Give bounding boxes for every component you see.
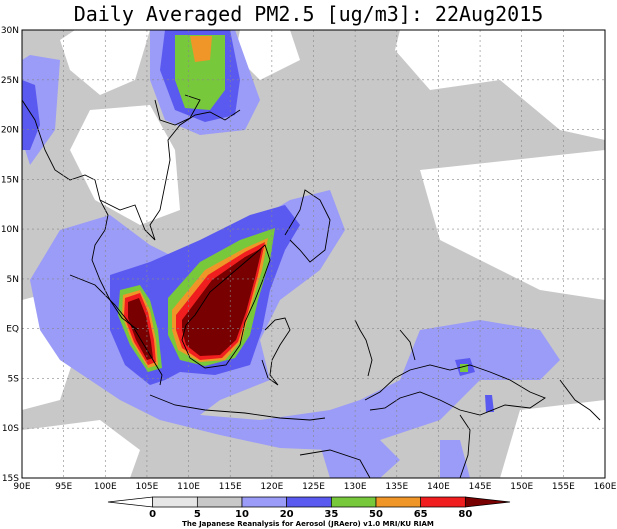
contour-20-35: [485, 395, 494, 412]
latitude-label: 10S: [2, 424, 19, 434]
longitude-label: 155E: [552, 482, 575, 492]
map-title: Daily Averaged PM2.5 [ug/m3]: 22Aug2015: [73, 2, 544, 26]
contour-35-50: [460, 364, 468, 372]
credit-line: The Japanese Reanalysis for Aerosol (JRA…: [182, 520, 434, 528]
longitude-label: 120E: [260, 482, 283, 492]
graticule: [22, 30, 605, 478]
latitude-label: 5S: [8, 374, 20, 384]
latitude-label: 25N: [1, 76, 19, 86]
contour-20-35: [22, 80, 40, 150]
latitude-label: EQ: [6, 325, 19, 335]
colorbar-swatch: [464, 496, 511, 508]
colorbar-level-label: 5: [194, 509, 201, 520]
clear-area: [70, 105, 180, 225]
colorbar-level-label: 50: [369, 509, 383, 520]
longitude-label: 135E: [385, 482, 408, 492]
latitude-label: 15S: [2, 474, 19, 484]
latitude-label: 5N: [7, 275, 19, 285]
map-frame: [21, 29, 606, 479]
latitude-label: 20N: [1, 126, 19, 136]
colorbar-swatch: [375, 496, 422, 508]
contour-10-20: [440, 440, 470, 478]
colorbar-level-label: 35: [324, 509, 338, 520]
colorbar-level-label: 20: [280, 509, 294, 520]
longitude-label: 145E: [469, 482, 492, 492]
longitude-label: 160E: [594, 482, 617, 492]
contour-50-65: [190, 36, 212, 62]
longitude-label: 105E: [135, 482, 158, 492]
colorbar-swatch: [152, 496, 198, 508]
longitude-label: 140E: [427, 482, 450, 492]
contour-10-20: [320, 440, 400, 478]
colorbar: 0 5 10 20 35 50 65 80: [107, 496, 511, 520]
colorbar-swatch: [286, 496, 332, 508]
latitude-label: 30N: [1, 26, 19, 36]
latitude-label: 10N: [1, 225, 19, 235]
clear-area: [22, 420, 140, 478]
colorbar-level-label: 10: [235, 509, 249, 520]
clear-area: [500, 400, 605, 478]
contour-above-80: [128, 298, 153, 360]
longitude-label: 125E: [302, 482, 325, 492]
colorbar-swatch: [241, 496, 288, 508]
colorbar-swatch: [107, 496, 154, 508]
longitude-label: 115E: [219, 482, 242, 492]
colorbar-swatch: [196, 496, 243, 508]
colorbar-swatch: [330, 496, 377, 508]
colorbar-level-label: 65: [414, 509, 428, 520]
clear-area: [60, 30, 150, 95]
longitude-label: 95E: [55, 482, 72, 492]
longitude-label: 100E: [94, 482, 117, 492]
longitude-label: 110E: [177, 482, 200, 492]
longitude-labels: 90E 95E 100E 105E 110E 115E 120E 125E 130E 135E 14…: [13, 482, 616, 492]
latitude-label: 15N: [1, 175, 19, 185]
latitude-labels: 30N 25N 20N 15N 10N 5N EQ 5S 10S 15S: [1, 26, 19, 484]
concentration-field: [22, 30, 605, 478]
longitude-label: 90E: [13, 482, 30, 492]
clear-area: [420, 150, 605, 300]
contour-35-50: [175, 35, 225, 110]
longitude-label: 130E: [344, 482, 367, 492]
contour-10-20: [30, 190, 560, 450]
clear-area: [395, 30, 605, 140]
colorbar-swatch: [420, 496, 466, 508]
longitude-label: 150E: [510, 482, 533, 492]
clear-area: [235, 30, 300, 80]
colorbar-level-label: 0: [149, 509, 156, 520]
contour-above-80: [182, 248, 262, 356]
colorbar-level-label: 80: [458, 509, 472, 520]
